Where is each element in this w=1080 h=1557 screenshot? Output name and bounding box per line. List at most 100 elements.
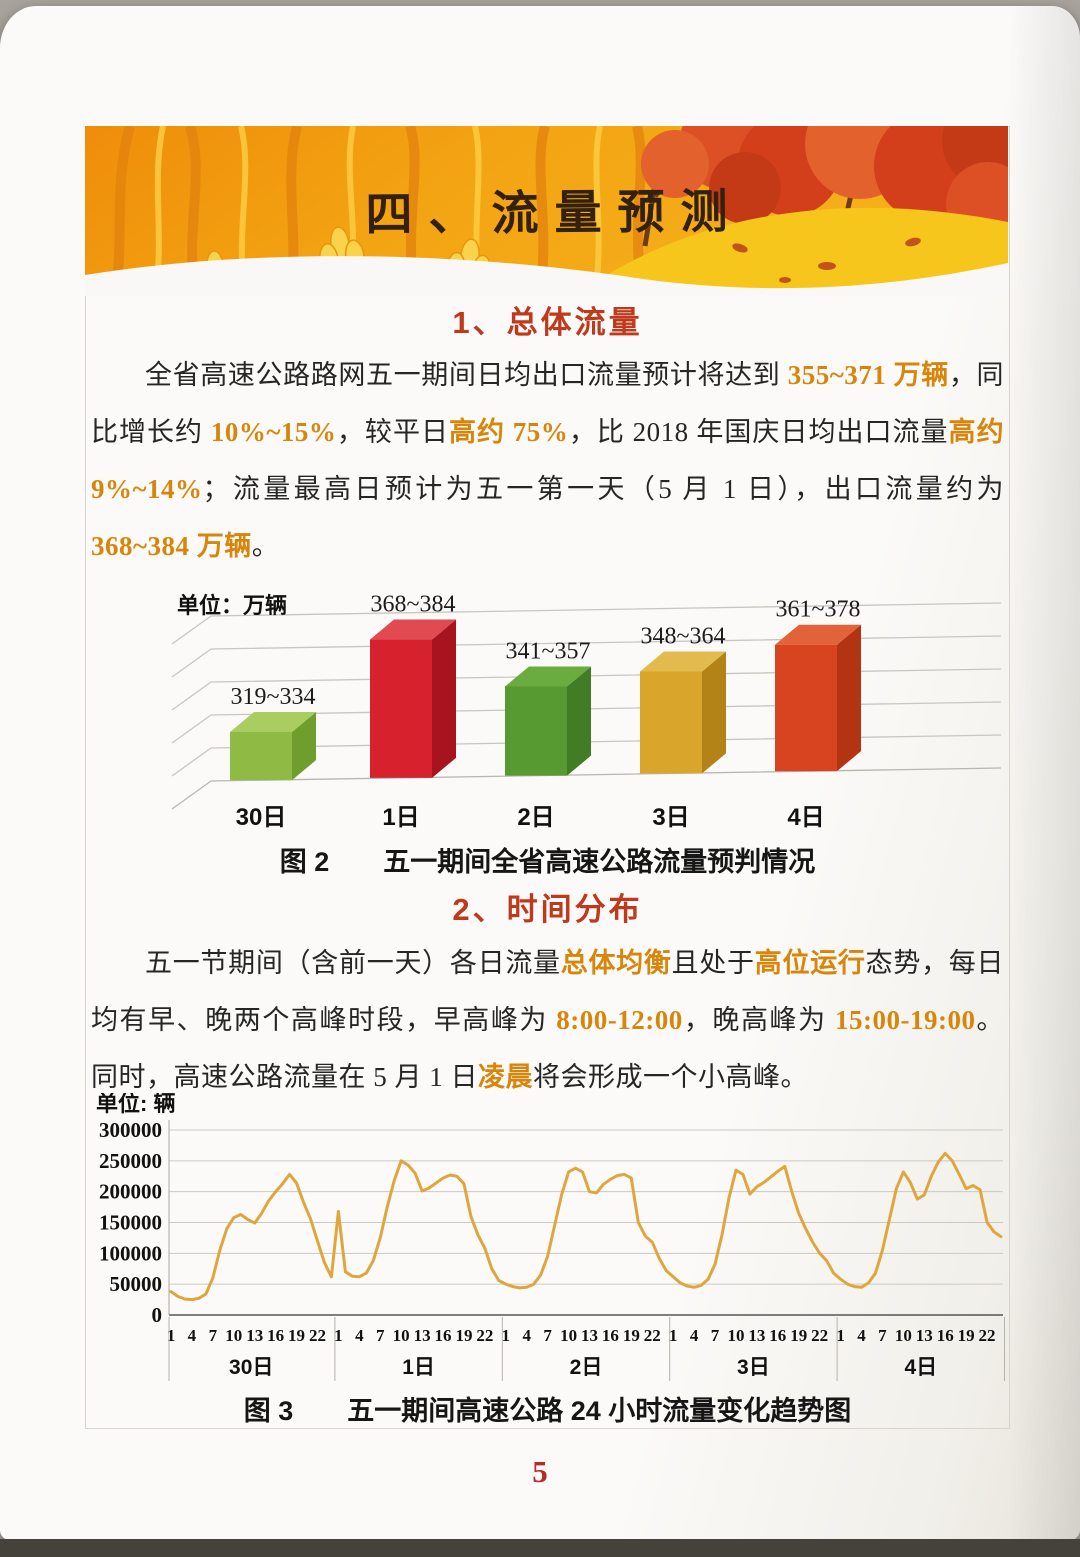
content-frame: 四、流量预测 1、总体流量 全省高速公路路网五一期间日均出口流量预计将达到 35… [85,126,1010,1429]
grid-line [171,701,1002,744]
bar-front-face [775,644,837,772]
line-unit-label: 单位: 辆 [96,1093,175,1116]
y-axis-label: 100000 [99,1241,162,1265]
bar-value-label: 348~364 [641,623,726,649]
text-segment: ，同比增长约 [91,360,1005,447]
hour-tick-label: 13 [414,1326,431,1345]
grid-line [171,767,1002,810]
bar-top-face [370,619,456,640]
text-segment: 态势，每日均有早、晚两个高峰时段，早高峰为 [91,948,1005,1035]
page-number: 5 [532,1454,548,1489]
text-segment: 全省高速公路路网五一期间日均出口流量预计将达到 [145,360,788,390]
header-banner: 四、流量预测 [85,126,1008,296]
hour-tick-label: 1 [669,1326,678,1345]
y-axis-label: 250000 [99,1149,162,1173]
hour-tick-label: 4 [857,1326,866,1345]
text-segment: ，晚高峰为 [682,1005,835,1035]
bar-side-face [702,651,726,774]
bar-top-face [775,624,861,645]
hour-tick-label: 22 [309,1326,326,1345]
bar-side-face [837,624,861,772]
desk-background [0,1539,1080,1557]
hour-tick-label: 22 [811,1326,828,1345]
text-segment: 75% [505,417,569,447]
report-page: 四、流量预测 1、总体流量 全省高速公路路网五一期间日均出口流量预计将达到 35… [0,6,1080,1540]
banner-illustration [85,126,1008,296]
bar-value-label: 361~378 [776,597,861,623]
hour-tick-label: 16 [435,1326,452,1345]
bar-chart-fig2: 单位：万辆 319~334 30日 368~384 1日 341~357 2日 348~364… [136,579,1008,844]
day-label: 1日 [402,1356,435,1379]
hour-tick-label: 7 [711,1326,720,1345]
hour-tick-label: 7 [543,1326,552,1345]
page-edge-shadow [1008,6,1080,1540]
hour-tick-label: 4 [188,1326,197,1345]
hour-tick-label: 10 [393,1326,410,1345]
bar-top-face [640,651,726,672]
hour-tick-label: 19 [623,1326,640,1345]
day-label: 2日 [570,1356,603,1379]
hour-tick-label: 1 [502,1326,511,1345]
hour-tick-label: 1 [334,1326,343,1345]
hour-tick-label: 22 [979,1326,996,1345]
text-segment: 总体均衡 [560,948,672,978]
text-segment: ，比 2018 年国庆日均出口流量 [568,417,949,447]
bar-side-face [292,711,316,781]
text-segment: 万辆 [893,360,949,390]
hour-tick-label: 7 [209,1326,218,1345]
text-segment: 355~371 [787,360,894,390]
section-heading-time-distribution: 2、时间分布 [452,892,643,927]
bar-side-face [567,666,591,776]
bar-front-face [505,686,567,776]
hour-tick-label: 7 [376,1326,385,1345]
hour-tick-label: 19 [455,1326,472,1345]
hour-tick-label: 22 [644,1326,661,1345]
section-heading-overall-traffic: 1、总体流量 [452,305,643,340]
hour-tick-label: 7 [878,1326,887,1345]
bar-value-label: 368~384 [371,592,456,618]
bar-front-face [640,671,702,774]
hour-tick-label: 10 [225,1326,242,1345]
hour-tick-label: 13 [581,1326,598,1345]
text-segment: 10%~15% [210,417,337,447]
text-segment: ；流量最高日预计为五一第一天（5 月 1 日），出口流量约为 [202,474,1004,504]
text-segment: 15:00-19:00 [834,1005,976,1035]
bar-side-face [432,619,456,778]
hour-tick-label: 13 [748,1326,765,1345]
white-swoosh [85,256,1008,296]
hour-tick-label: 22 [476,1326,493,1345]
figure2-caption: 图 2 五一期间全省高速公路流量预判情况 [279,847,816,877]
day-label: 4日 [904,1356,937,1379]
y-axis-label: 50000 [110,1272,163,1296]
bar-front-face [370,639,432,778]
hour-tick-label: 10 [560,1326,577,1345]
hour-tick-label: 1 [836,1326,845,1345]
day-label: 3日 [737,1356,770,1379]
text-segment: 五一节期间（含前一天）各日流量 [145,948,561,978]
text-segment: 且处于 [671,948,755,978]
text-segment: ，较平日 [336,417,449,447]
text-segment: 。 [251,531,280,561]
bar-value-label: 319~334 [231,684,316,710]
text-segment: 。同时，高速公路流量在 5 月 1 日 [91,1005,1005,1092]
y-axis-label: 150000 [99,1211,162,1235]
grid-line [171,602,1002,645]
text-segment: 高约 [448,417,506,447]
hour-tick-label: 4 [690,1326,699,1345]
day-label: 30日 [229,1356,273,1379]
figure3-caption: 图 3 五一期间高速公路 24 小时流量变化趋势图 [243,1396,852,1426]
y-axis-label: 0 [152,1303,163,1327]
text-segment: 368~384 [91,531,197,561]
hour-tick-label: 16 [937,1326,954,1345]
paragraph-time-distribution: 五一节期间（含前一天）各日流量总体均衡且处于高位运行态势，每日均有早、晚两个高峰… [91,935,1004,1106]
line-chart-svg: 0 50000 100000 150000 200000 250000 300000单位: … [96,1091,1005,1381]
traffic-line-series [169,1151,1003,1302]
hour-tick-label: 16 [769,1326,786,1345]
bar-category-label: 4日 [787,804,824,831]
text-segment: 9%~14% [91,474,203,504]
hour-tick-label: 10 [727,1326,744,1345]
text-segment: 凌晨 [478,1062,533,1092]
hour-tick-label: 4 [355,1326,364,1345]
y-axis-label: 200000 [99,1180,162,1204]
bar-chart-svg: 单位：万辆 319~334 30日 368~384 1日 341~357 2日 348~364… [171,592,1002,831]
